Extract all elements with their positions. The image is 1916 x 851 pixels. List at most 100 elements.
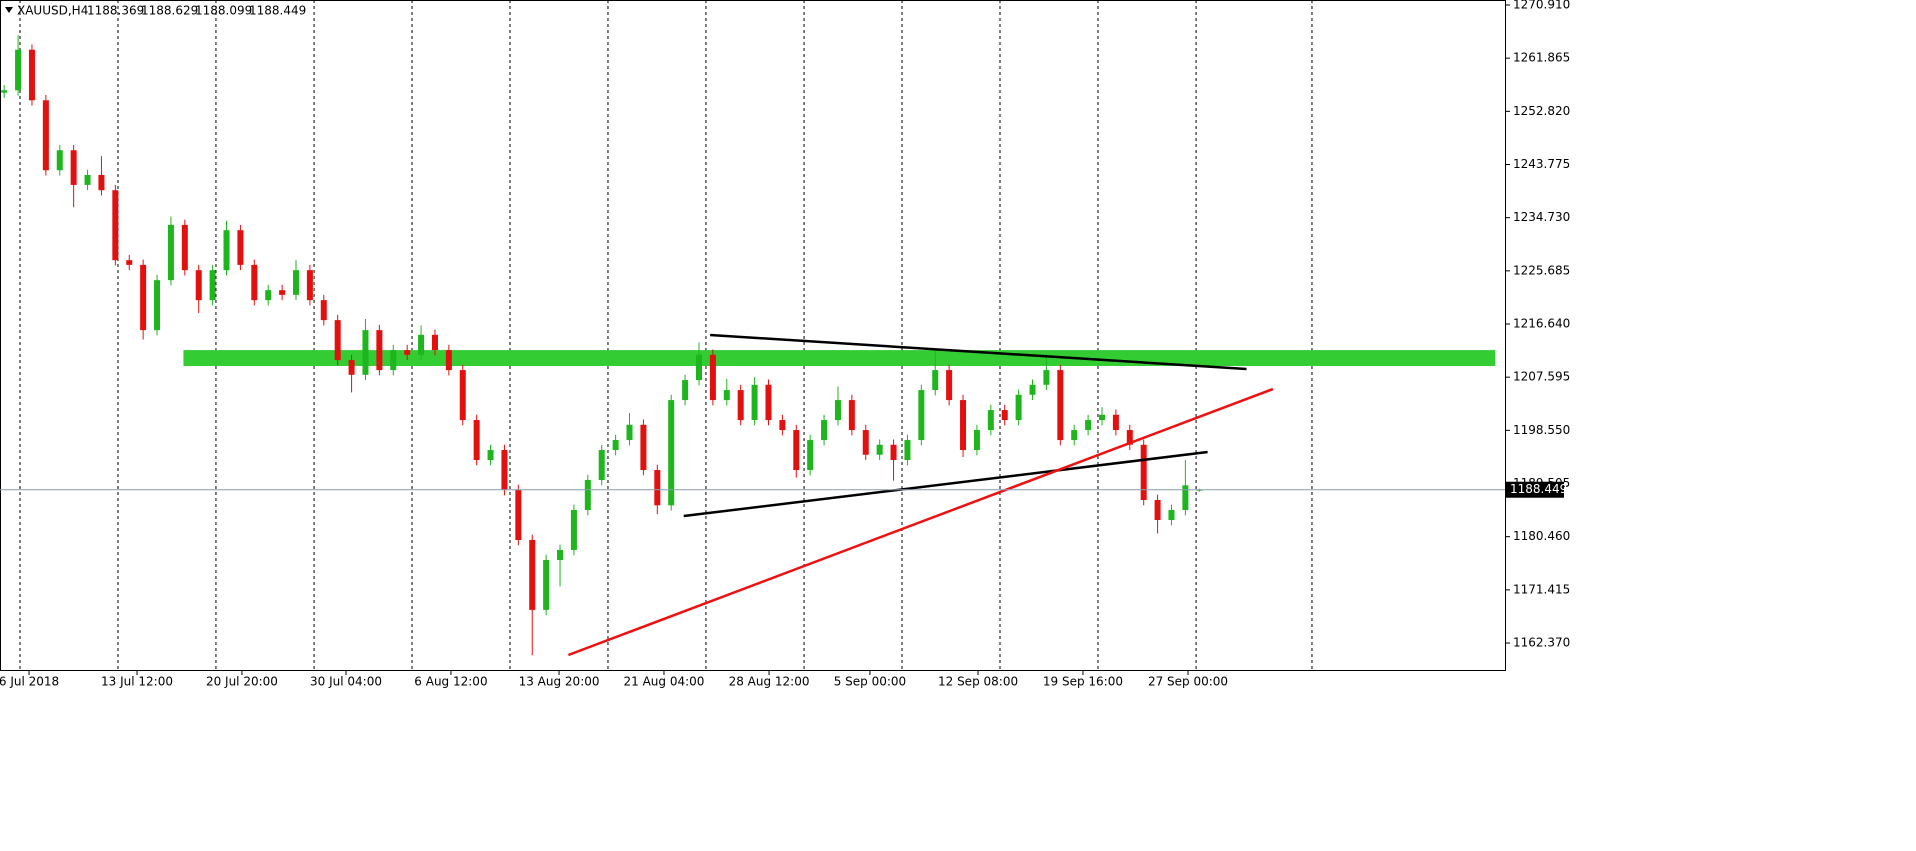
- x-tick-label: 19 Sep 16:00: [1043, 675, 1123, 689]
- x-tick-label: 13 Aug 20:00: [519, 675, 600, 689]
- candle-body: [543, 559, 550, 610]
- candle-body: [390, 350, 397, 371]
- x-tick-label: 30 Jul 04:00: [310, 675, 382, 689]
- y-tick-label: 1234.730: [1513, 210, 1570, 224]
- y-tick-label: 1180.460: [1513, 529, 1570, 543]
- candle-body: [584, 480, 591, 510]
- candle-body: [362, 330, 369, 375]
- candle-body: [834, 400, 841, 421]
- ohlc-high: 1188.629: [141, 4, 198, 18]
- current-price-box: [1506, 481, 1564, 498]
- candle-body: [70, 150, 77, 185]
- candle-body: [668, 400, 675, 506]
- candle-body: [848, 400, 855, 431]
- trendline: [567, 387, 1274, 657]
- candle-body: [84, 174, 91, 185]
- candle-body: [292, 270, 299, 295]
- candle-body: [459, 370, 466, 421]
- candle-body: [709, 354, 716, 401]
- candle-body: [334, 320, 341, 361]
- candle-body: [445, 350, 452, 371]
- candle-body: [723, 390, 730, 401]
- y-tick-label: 1270.910: [1513, 0, 1570, 11]
- y-tick-label: 1207.595: [1513, 370, 1570, 384]
- candle-body: [751, 384, 758, 421]
- candle-body: [42, 100, 49, 171]
- candle-body: [557, 549, 564, 560]
- candle-body: [265, 290, 272, 301]
- candle-body: [890, 444, 897, 461]
- candle-body: [529, 539, 536, 610]
- candle-body: [1057, 370, 1064, 441]
- candle-body: [501, 450, 508, 491]
- candle-body: [431, 334, 438, 351]
- candle-body: [973, 430, 980, 451]
- candle-body: [960, 400, 967, 451]
- x-tick-label: 5 Sep 00:00: [834, 675, 906, 689]
- candle-body: [1029, 384, 1036, 395]
- candle-body: [154, 280, 161, 331]
- candle-body: [932, 370, 939, 391]
- candle-body: [1112, 414, 1119, 431]
- x-tick-label: 20 Jul 20:00: [206, 675, 278, 689]
- x-tick-label: 21 Aug 04:00: [624, 675, 705, 689]
- candle-body: [320, 300, 327, 321]
- candle-body: [237, 230, 244, 265]
- candle-body: [1043, 370, 1050, 385]
- candle-body: [695, 354, 702, 381]
- trendline: [710, 333, 1247, 371]
- x-tick-label: 13 Jul 12:00: [101, 675, 173, 689]
- candle-body: [862, 430, 869, 455]
- candle-body: [1168, 509, 1175, 520]
- candle-body: [1140, 444, 1147, 501]
- candle-body: [348, 360, 355, 375]
- candle-body: [1001, 410, 1008, 421]
- candle-body: [654, 470, 661, 506]
- symbol: XAUUSD,H4: [17, 4, 88, 18]
- candle-body: [626, 424, 633, 441]
- candle-body: [515, 490, 522, 540]
- candle-body: [112, 190, 119, 261]
- candle-body: [28, 49, 35, 101]
- candle-body: [251, 264, 258, 301]
- x-tick-label: 6 Aug 12:00: [414, 675, 487, 689]
- candle-body: [612, 440, 619, 451]
- candle-body: [376, 330, 383, 371]
- y-tick-label: 1216.640: [1513, 317, 1570, 331]
- candle-body: [1098, 414, 1105, 421]
- candle-body: [487, 450, 494, 461]
- candle-body: [223, 230, 230, 271]
- candle-body: [167, 224, 174, 281]
- ohlc-low: 1188.099: [195, 4, 252, 18]
- candle-body: [737, 390, 744, 421]
- candle-body: [1182, 485, 1189, 510]
- candle-body: [15, 49, 22, 91]
- candle-body: [598, 450, 605, 481]
- candle-body: [779, 420, 786, 431]
- candle-body: [807, 440, 814, 471]
- candle-body: [570, 509, 577, 550]
- y-tick-label: 1198.550: [1513, 423, 1570, 437]
- x-tick-label: 12 Sep 08:00: [938, 675, 1018, 689]
- candle-body: [195, 270, 202, 301]
- candle-body: [765, 384, 772, 421]
- candle-body: [98, 174, 105, 191]
- candle-body: [473, 420, 480, 461]
- y-tick-label: 1243.775: [1513, 157, 1570, 171]
- candle-body: [1154, 500, 1161, 520]
- trendline: [683, 450, 1208, 518]
- candle-body: [821, 420, 828, 441]
- candle-body: [181, 224, 188, 271]
- candle-body: [404, 350, 411, 355]
- candle-body: [793, 430, 800, 471]
- y-tick-label: 1252.820: [1513, 104, 1570, 118]
- candle-body: [987, 410, 994, 431]
- candle-body: [918, 390, 925, 441]
- y-tick-label: 1171.415: [1513, 582, 1570, 596]
- x-tick-label: 27 Sep 00:00: [1148, 675, 1228, 689]
- candle-body: [140, 264, 147, 331]
- candle-body: [418, 334, 425, 355]
- candle-body: [1071, 430, 1078, 441]
